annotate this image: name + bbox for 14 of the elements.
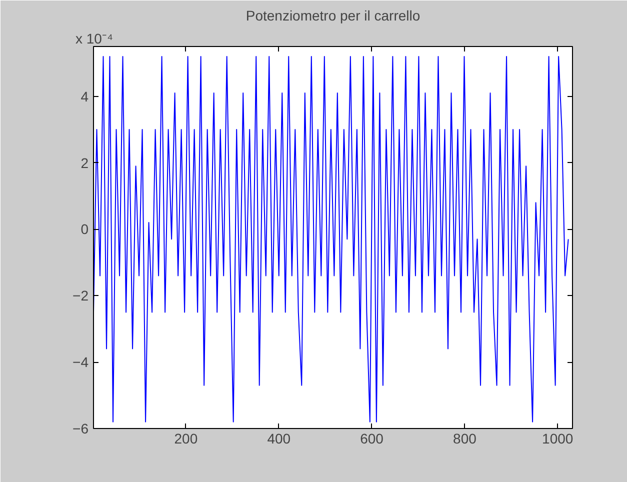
x-tick-label: 400 — [267, 430, 291, 446]
y-tick-label: −2 — [72, 288, 89, 304]
x-tick-label: 800 — [453, 430, 477, 446]
x-tick-label: 1000 — [542, 430, 574, 446]
y-tick-label: −6 — [72, 420, 89, 436]
text: x 10⁻⁴ — [76, 30, 113, 46]
y-tick-label: −4 — [72, 354, 89, 370]
y-tick-label: 0 — [80, 221, 89, 238]
y-tick-label: 2 — [80, 154, 89, 171]
x-tick-label: 600 — [360, 430, 384, 446]
x-tick-label: 200 — [174, 430, 198, 446]
y-tick-label: 4 — [80, 88, 89, 104]
line-series — [94, 56, 569, 422]
chart-title: Potenziometro per il carrello — [246, 8, 420, 24]
